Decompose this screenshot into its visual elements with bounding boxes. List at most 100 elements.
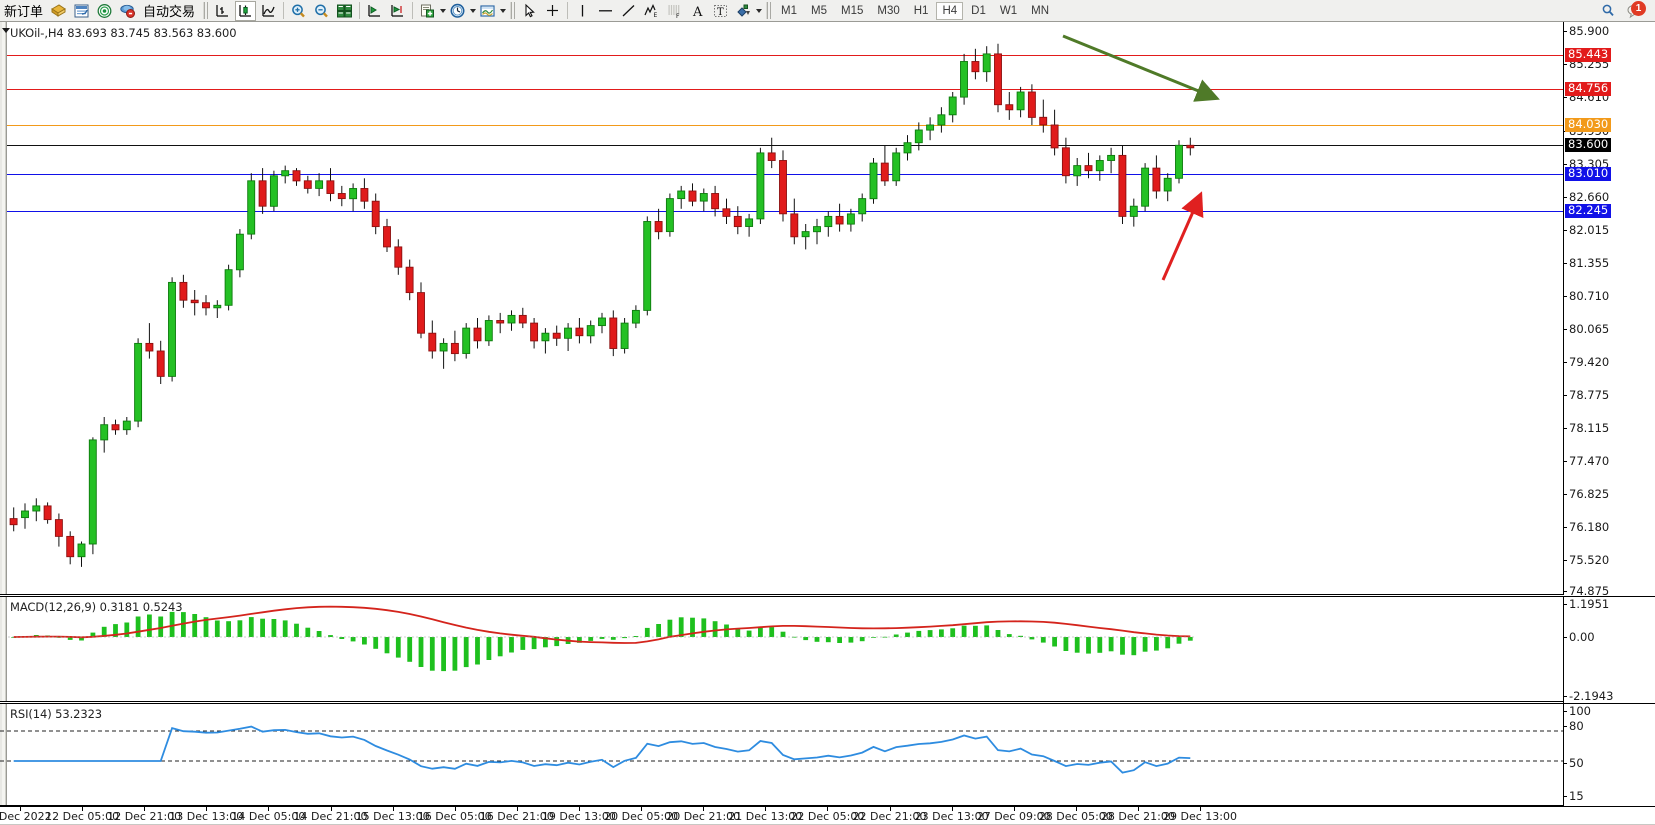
time-tick-mark (1137, 807, 1139, 811)
autotrading-icon[interactable] (117, 1, 138, 21)
price-pane[interactable]: UKOil-,H4 83.693 83.745 83.563 83.600 (0, 22, 1655, 598)
svg-text:A: A (692, 5, 703, 19)
periodicity-dropdown-icon[interactable] (470, 8, 477, 13)
tab-timeframe-w1[interactable]: W1 (999, 4, 1018, 17)
new-order-button[interactable]: 新订单 (4, 5, 44, 20)
time-tick-label: 16 Dec 21:00 (479, 810, 554, 823)
macd-axis[interactable]: 1.1951 0.00 -2.1943 (1563, 597, 1655, 703)
tab-timeframe-m5[interactable]: M5 (811, 4, 827, 17)
rsi-pane[interactable]: RSI(14) 53.2323 100 80 50 15 (0, 703, 1655, 807)
tab-timeframe-m1[interactable]: M1 (781, 4, 798, 17)
toolbar-grip-2[interactable] (510, 2, 516, 19)
price-label-resistance-84756: 84.756 (1565, 82, 1612, 96)
time-tick-mark (1013, 807, 1015, 811)
time-tick-mark (144, 807, 146, 811)
crosshair-icon[interactable] (542, 1, 563, 21)
price-tick: 80.065 (1563, 322, 1610, 336)
price-tick: 85.900 (1563, 24, 1610, 38)
add-indicator-icon[interactable] (417, 1, 438, 21)
notification-icon[interactable]: 1 (1624, 0, 1646, 21)
tile-windows-icon[interactable] (334, 1, 355, 21)
time-tick-label: 28 Dec 05:00 (1038, 810, 1113, 823)
toolbar-separator-3 (412, 2, 414, 19)
chart-workspace[interactable]: UKOil-,H4 83.693 83.745 83.563 83.600 (0, 22, 1655, 825)
time-tick-mark (206, 807, 208, 811)
vertical-line-icon[interactable] (572, 1, 593, 21)
tab-timeframe-mn[interactable]: MN (1031, 4, 1049, 17)
price-label-pivot-84030: 84.030 (1565, 118, 1612, 132)
time-tick-mark (268, 807, 270, 811)
tab-timeframe-h1[interactable]: H1 (913, 4, 929, 17)
price-label-support-82245: 82.245 (1565, 204, 1612, 218)
notification-count-badge: 1 (1631, 0, 1646, 16)
templates-dropdown-icon[interactable] (500, 8, 507, 13)
time-tick-label: 14 Dec 05:00 (231, 810, 306, 823)
trendline-icon[interactable] (618, 1, 639, 21)
chart-title-dropdown-icon[interactable] (2, 28, 10, 33)
resistance-line-84756[interactable] (7, 89, 1563, 90)
time-tick-mark (330, 807, 332, 811)
price-axis[interactable]: 85.900 85.255 84.610 83.950 83.305 82.66… (1563, 22, 1655, 598)
resistance-line-85443[interactable] (7, 55, 1563, 56)
line-chart-icon[interactable] (258, 1, 279, 21)
macd-tick: -2.1943 (1563, 689, 1614, 703)
periodicity-icon[interactable] (447, 1, 468, 21)
horizontal-line-icon[interactable] (595, 1, 616, 21)
macd-scroll-rail[interactable] (0, 597, 7, 701)
current-price-line-83600[interactable] (7, 145, 1563, 146)
templates-icon[interactable] (477, 1, 498, 21)
bullish-bounce-arrow (1161, 191, 1204, 281)
shapes-dropdown-icon[interactable] (756, 8, 763, 13)
tab-timeframe-m15[interactable]: M15 (841, 4, 864, 17)
shapes-icon[interactable] (733, 1, 754, 21)
time-tick-mark (578, 807, 580, 811)
scroll-to-start-icon[interactable] (364, 1, 385, 21)
rsi-axis[interactable]: 100 80 50 15 (1563, 704, 1655, 807)
pane-scroll-rail[interactable] (0, 22, 7, 594)
search-icon[interactable] (1598, 1, 1619, 21)
chart-title: UKOil-,H4 83.693 83.745 83.563 83.600 (10, 26, 237, 40)
tab-timeframe-m30[interactable]: M30 (877, 4, 900, 17)
time-tick-label: 23 Dec 13:00 (914, 810, 989, 823)
macd-pane[interactable]: MACD(12,26,9) 0.3181 0.5243 1.1951 0.00 … (0, 596, 1655, 703)
time-tick-mark (703, 807, 705, 811)
time-tick-mark (20, 807, 21, 811)
time-tick-label: 22 Dec 21:00 (852, 810, 927, 823)
time-tick-label: 15 Dec 13:00 (355, 810, 430, 823)
tab-timeframe-d1[interactable]: D1 (971, 4, 986, 17)
autotrading-label[interactable]: 自动交易 (143, 5, 196, 20)
elliott-wave-icon[interactable]: E (641, 1, 662, 21)
text-label-icon[interactable]: T (710, 1, 731, 21)
rsi-title: RSI(14) 53.2323 (10, 707, 102, 721)
toolbar-grip-3[interactable] (766, 2, 772, 19)
price-tick: 78.115 (1563, 421, 1610, 435)
new-order-icon[interactable] (48, 1, 69, 21)
candlestick-chart-icon[interactable] (235, 0, 257, 21)
data-window-icon[interactable] (71, 1, 92, 21)
time-tick-label: 14 Dec 21:00 (293, 810, 368, 823)
fibonacci-icon[interactable]: F (664, 1, 685, 21)
zoom-in-icon[interactable] (288, 1, 309, 21)
time-tick-label: 20 Dec 05:00 (604, 810, 679, 823)
price-label-current-83600: 83.600 (1565, 138, 1612, 152)
chart-shift-icon[interactable] (387, 1, 408, 21)
cursor-icon[interactable] (519, 1, 540, 21)
add-indicator-dropdown-icon[interactable] (440, 8, 447, 13)
tab-timeframe-h4[interactable]: H4 (936, 1, 964, 20)
price-tick: 82.015 (1563, 223, 1610, 237)
price-tick: 76.825 (1563, 487, 1610, 501)
price-tick: 74.875 (1563, 584, 1610, 598)
text-icon[interactable]: A (687, 1, 708, 21)
macd-series (8, 605, 1196, 672)
toolbar-grip[interactable] (203, 2, 209, 19)
main-toolbar: 新订单 (0, 0, 1655, 22)
bar-chart-icon[interactable] (212, 1, 233, 21)
time-tick-mark (454, 807, 456, 811)
rsi-tick: 15 (1564, 789, 1584, 803)
time-tick-label: 12 Dec 05:00 (45, 810, 120, 823)
pivot-line-84030[interactable] (7, 125, 1563, 126)
zoom-out-icon[interactable] (311, 1, 332, 21)
rsi-scroll-rail[interactable] (0, 704, 7, 805)
signals-icon[interactable] (94, 1, 115, 21)
